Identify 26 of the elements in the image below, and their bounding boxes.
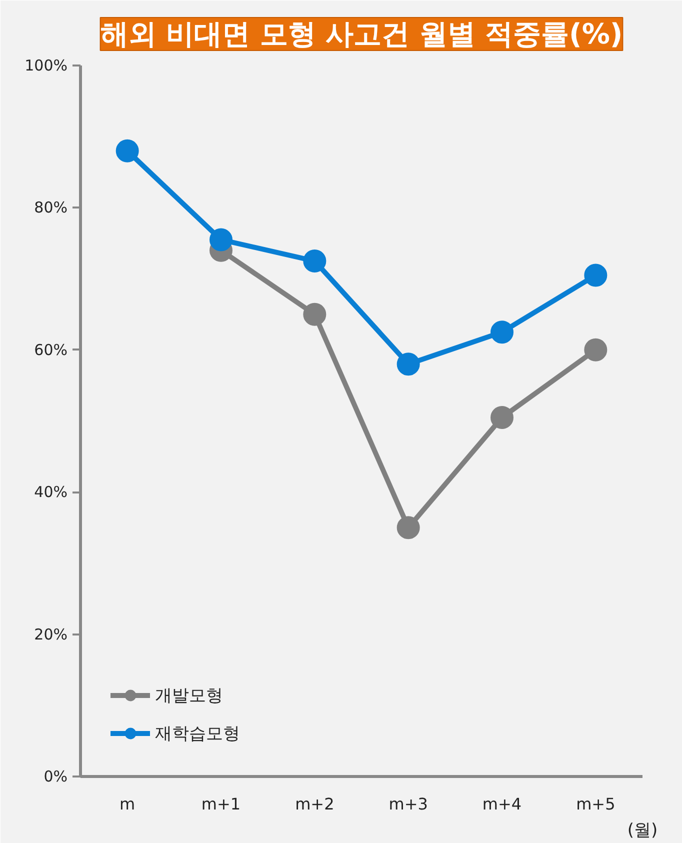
point (303, 250, 326, 273)
x-tick-label: m+5 (576, 794, 616, 814)
x-tick-label: m+3 (388, 794, 428, 814)
point (210, 228, 232, 252)
point (490, 320, 514, 344)
x-tick-label: m+1 (201, 794, 241, 814)
y-tick-label: 80% (34, 198, 68, 217)
point (396, 516, 420, 540)
legend-label: 재학습모형 (155, 722, 240, 744)
point (116, 139, 139, 162)
y-tick-label: 40% (34, 483, 68, 502)
point (584, 338, 608, 362)
legend-label: 개발모형 (155, 684, 223, 706)
point (396, 352, 420, 376)
y-tick-label: 20% (34, 625, 68, 644)
y-tick-label: 100% (24, 56, 68, 74)
y-tick-label: 0% (44, 768, 68, 786)
point (490, 406, 514, 429)
chart-title: 해외 비대면 모형 사고건 월별 적중률(%) (100, 18, 623, 50)
y-tick-label: 60% (34, 340, 68, 359)
x-tick-label: m+4 (482, 794, 522, 814)
point (303, 302, 326, 326)
x-axis-title: (월) (627, 820, 658, 840)
x-tick-label: m (120, 794, 136, 814)
point (584, 264, 608, 287)
x-tick-label: m+2 (295, 794, 334, 814)
